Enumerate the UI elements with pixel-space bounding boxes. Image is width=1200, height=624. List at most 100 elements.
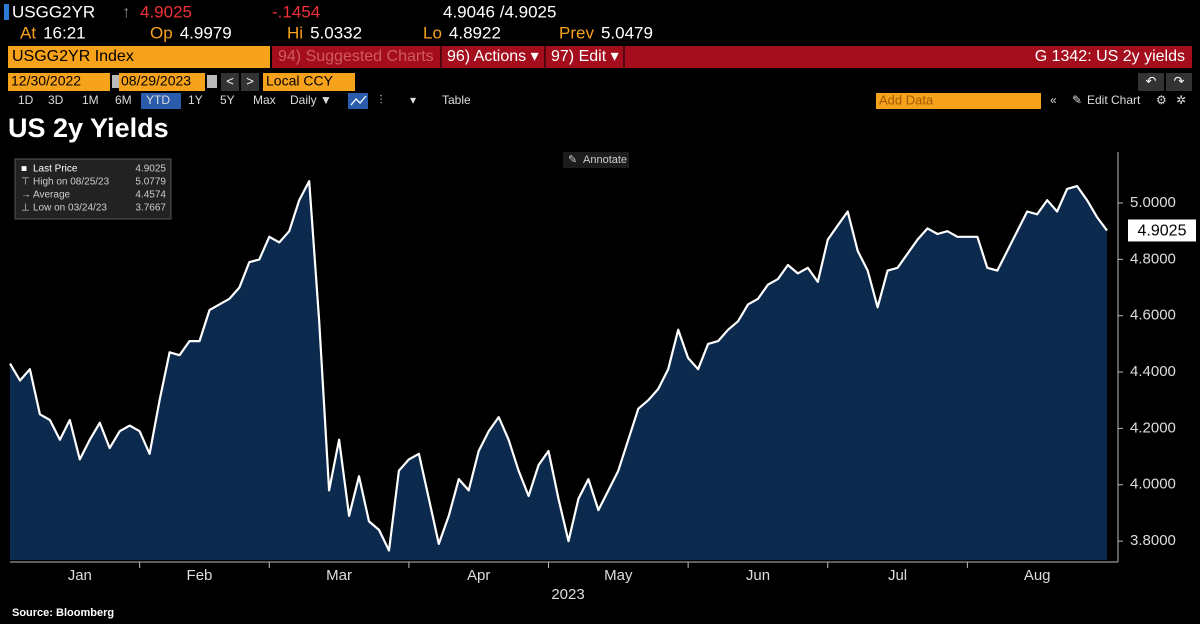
menu-actions[interactable]: 96) Actions ▾ xyxy=(447,48,539,65)
redo-icon: ↷ xyxy=(1174,73,1186,88)
menu-edit[interactable]: 97) Edit ▾ xyxy=(551,48,619,65)
annotate-label: Annotate xyxy=(583,154,627,166)
stats-row: At 16:21 Op 4.9979 Hi 5.0332 Lo 4.8922 Prev 5.047… xyxy=(20,23,653,42)
settings-icon[interactable]: ⚙ xyxy=(1156,93,1167,107)
x-tick-label: Jun xyxy=(746,567,770,584)
net-change: -.1454 xyxy=(272,2,320,21)
annotate: ✎ xyxy=(568,154,577,166)
stat-label: Op xyxy=(150,23,173,42)
legend-value: 4.4574 xyxy=(135,190,166,201)
undo-button[interactable] xyxy=(1138,73,1164,91)
stat-label: Hi xyxy=(287,23,303,42)
period-button[interactable]: 5Y xyxy=(220,93,235,107)
annotate-button[interactable] xyxy=(563,152,629,168)
period-button[interactable]: 3D xyxy=(48,93,64,107)
ticker: USGG2YR xyxy=(12,2,95,21)
y-tick-label: 3.8000 xyxy=(1130,532,1176,549)
currency-field[interactable] xyxy=(263,73,355,91)
start-date-field[interactable] xyxy=(8,73,110,91)
currency: Local CCY xyxy=(266,73,334,89)
legend-box xyxy=(14,158,172,220)
redo-button[interactable] xyxy=(1166,73,1192,91)
last-price: 4.9025 xyxy=(140,2,192,21)
legend-label: Average xyxy=(33,190,71,201)
chart-id: G 1342: US 2y yields xyxy=(1035,48,1185,65)
bar-chart-icon[interactable]: ⫶ xyxy=(379,93,382,107)
collapse-icon[interactable]: « xyxy=(1050,93,1057,107)
menu-suggested[interactable]: 94) Suggested Charts xyxy=(278,48,434,65)
legend-label: Low on 03/24/23 xyxy=(33,203,107,214)
last-value-box xyxy=(1128,219,1196,242)
stat-label: At xyxy=(20,23,36,42)
period-button[interactable]: YTD xyxy=(146,93,170,107)
stat-label: Lo xyxy=(423,23,442,42)
undo-icon: ↶ xyxy=(1146,73,1157,88)
x-tick-label: Jan xyxy=(68,567,92,584)
stat-value: 4.8922 xyxy=(449,23,501,42)
next-button[interactable] xyxy=(241,73,259,91)
y-tick-label: 4.6000 xyxy=(1130,307,1176,324)
legend: ■ Last Price 4.9025 ⊤ High on 08/25/23 5.0779… xyxy=(21,164,166,214)
security-field[interactable] xyxy=(8,46,270,68)
x-axis-label: 2023 xyxy=(551,586,584,603)
period-button[interactable]: 1M xyxy=(82,93,99,107)
legend-label: Last Price xyxy=(33,164,78,175)
bid-ask: 4.9046 /4.9025 xyxy=(443,2,556,21)
end-date: 08/29/2023 xyxy=(121,73,191,89)
area-fill xyxy=(10,181,1107,560)
prev-button[interactable] xyxy=(221,73,239,91)
security: USGG2YR Index xyxy=(12,48,134,65)
dropdown-icon[interactable]: ▾ xyxy=(410,93,416,107)
y-tick-label: 4.0000 xyxy=(1130,476,1176,493)
stat-value: 5.0332 xyxy=(310,23,362,42)
x-tick-label: May xyxy=(604,567,633,584)
end-date-field[interactable] xyxy=(119,73,205,91)
calendar-icon[interactable] xyxy=(207,75,217,88)
up-arrow: ↑ xyxy=(122,2,131,21)
period-button[interactable]: 1D xyxy=(18,93,34,107)
x-tick-label: Aug xyxy=(1024,567,1051,584)
period-buttons: 1D 3D 1M 6M YTD 1Y 5Y Max xyxy=(18,93,276,109)
y-tick-label: 4.2000 xyxy=(1130,419,1176,436)
period-button[interactable]: 1Y xyxy=(188,93,203,107)
line-chart-icon xyxy=(350,95,367,106)
last-value-label: 4.9025 xyxy=(1138,223,1187,240)
prev-icon: < xyxy=(226,73,234,88)
x-tick-label: Jul xyxy=(888,567,907,584)
menu-bar xyxy=(272,46,1192,68)
legend-value: 4.9025 xyxy=(135,164,166,175)
legend-label: High on 08/25/23 xyxy=(33,177,110,188)
period-button[interactable]: Max xyxy=(253,93,276,107)
plot: 3.8000 4.0000 4.2000 4.4000 4.6000 4.8000 5.00… xyxy=(9,152,1196,603)
ticker-marker xyxy=(4,4,9,20)
edit-icon: ✎ xyxy=(1072,93,1082,107)
stat-value: 16:21 xyxy=(43,23,86,42)
frequency[interactable]: Daily ▼ xyxy=(290,93,332,107)
legend-icon: ⊥ xyxy=(21,203,30,214)
y-tick-label: 4.8000 xyxy=(1130,250,1176,267)
source: Source: Bloomberg xyxy=(12,607,114,619)
edit-chart[interactable]: Edit Chart xyxy=(1087,93,1141,107)
legend-value: 5.0779 xyxy=(135,177,166,188)
start-date: 12/30/2022 xyxy=(11,73,81,89)
price-line xyxy=(9,180,1108,552)
x-tick-label: Mar xyxy=(326,567,352,584)
gear-icon[interactable]: ✲ xyxy=(1176,93,1186,107)
chart-title: US 2y Yields xyxy=(8,113,169,143)
period-button[interactable]: 6M xyxy=(115,93,132,107)
x-tick-label: Apr xyxy=(467,567,490,584)
legend-icon: ■ xyxy=(21,164,27,175)
y-tick-label: 5.0000 xyxy=(1130,194,1176,211)
add-data-field[interactable] xyxy=(876,93,1041,109)
stat-label: Prev xyxy=(559,23,594,42)
x-tick-label: Feb xyxy=(187,567,213,584)
next-icon: > xyxy=(246,73,254,88)
legend-icon: → xyxy=(21,190,31,201)
stat-value: 5.0479 xyxy=(601,23,653,42)
table-button[interactable]: Table xyxy=(442,93,471,107)
calendar-icon[interactable] xyxy=(112,75,122,88)
legend-icon: ⊤ xyxy=(21,177,30,188)
y-tick-label: 4.4000 xyxy=(1130,363,1176,380)
